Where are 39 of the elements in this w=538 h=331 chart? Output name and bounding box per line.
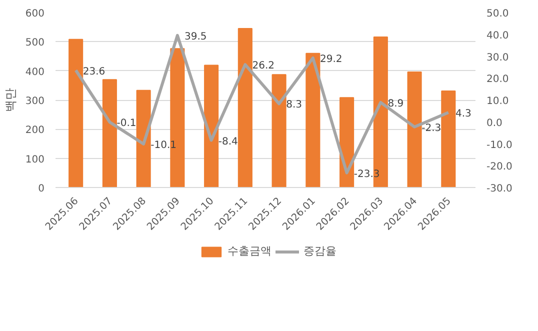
bar — [238, 28, 252, 188]
bar — [441, 90, 456, 188]
bar — [407, 72, 422, 188]
y2-tick-label: -30.0 — [486, 184, 512, 194]
y-tick-label: 600 — [25, 8, 45, 20]
data-label: 8.9 — [388, 98, 404, 110]
y2-tick-label: 10.0 — [486, 96, 509, 107]
bar — [68, 38, 84, 188]
data-label: 23.6 — [82, 66, 106, 78]
bar — [136, 90, 151, 188]
y-tick-label: 100 — [25, 154, 45, 166]
y-tick-label: 500 — [25, 38, 45, 49]
y2-tick-label: 40.0 — [486, 30, 509, 42]
data-label: 29.2 — [320, 54, 342, 65]
data-label: -2.3 — [422, 122, 442, 134]
y2-tick-label: -20.0 — [486, 162, 512, 173]
y2-tick-label: 30.0 — [486, 52, 509, 64]
data-label: 4.3 — [455, 108, 472, 120]
y2-tick-label: -10.0 — [486, 140, 512, 151]
data-label: 39.5 — [184, 31, 207, 42]
bar — [340, 97, 354, 188]
data-label: -0.1 — [116, 118, 136, 130]
legend-label: 증감율 — [304, 244, 336, 258]
data-label: -8.4 — [218, 136, 238, 148]
y-axis-title: 백만 — [3, 88, 18, 112]
bar — [204, 64, 219, 188]
y-tick-label: 400 — [25, 66, 45, 78]
data-label: 26.2 — [252, 60, 275, 72]
bar — [102, 79, 117, 188]
y-tick-label: 0 — [38, 184, 45, 194]
bar — [272, 74, 286, 188]
y2-tick-label: 50.0 — [486, 8, 509, 20]
bar — [306, 52, 320, 188]
data-label: 8.3 — [286, 100, 302, 111]
y-tick-label: 300 — [25, 96, 45, 107]
y2-tick-label: 0.0 — [486, 118, 502, 129]
legend-label: 수출금액 — [228, 244, 272, 258]
y-tick-label: 200 — [25, 125, 45, 136]
y2-tick-label: 20.0 — [486, 74, 509, 86]
